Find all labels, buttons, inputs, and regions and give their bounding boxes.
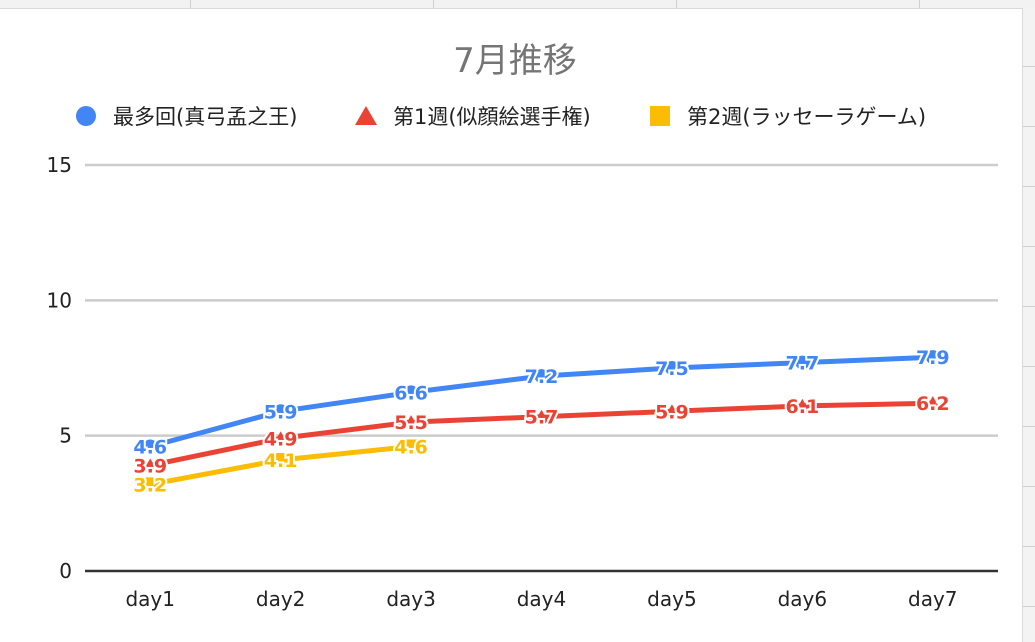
- data-label: 6.1: [786, 396, 820, 418]
- data-label: 4.9: [264, 428, 298, 450]
- x-tick-label: day7: [908, 587, 958, 611]
- legend-triangle-marker: [355, 106, 377, 125]
- legend-item: 第2週(ラッセーラゲーム): [650, 105, 926, 129]
- data-label: 6.6: [394, 382, 428, 404]
- y-tick-label: 0: [59, 559, 72, 583]
- y-tick-label: 5: [59, 424, 72, 448]
- data-point: [403, 415, 419, 429]
- data-label: 5.7: [525, 407, 559, 429]
- series-2: [143, 439, 419, 492]
- data-point: [534, 369, 549, 384]
- data-point: [143, 477, 158, 492]
- data-point: [925, 396, 941, 410]
- x-tick-label: day3: [386, 587, 436, 611]
- data-point: [664, 361, 679, 375]
- data-label: 5.9: [655, 401, 689, 423]
- data-point: [794, 398, 811, 413]
- legend-label: 最多回(真弓孟之王): [113, 105, 297, 129]
- data-label: 3.9: [133, 455, 167, 477]
- x-tick-label: day4: [517, 587, 567, 611]
- data-point: [404, 385, 419, 400]
- data-label: 3.2: [133, 474, 167, 496]
- legend-item: 最多回(真弓孟之王): [76, 105, 297, 129]
- data-point: [533, 409, 550, 424]
- x-tick-label: day5: [647, 587, 697, 611]
- gridlines: [85, 163, 998, 573]
- data-point: [272, 431, 289, 445]
- data-point: [142, 458, 158, 472]
- chart-title: 7月推移: [453, 41, 577, 81]
- chart-legend: 最多回(真弓孟之王) 第1週(似顔絵選手権) 第2週(ラッセーラゲーム): [76, 105, 926, 129]
- data-label: 7.2: [525, 366, 559, 388]
- series-1: [142, 396, 941, 472]
- data-label: 5.5: [394, 412, 428, 434]
- y-tick-label: 15: [47, 153, 72, 177]
- y-tick-label: 10: [47, 288, 72, 312]
- data-point: [273, 453, 288, 468]
- data-label: 4.1: [264, 450, 298, 472]
- spreadsheet-column-strip: [0, 0, 1035, 9]
- data-label: 5.9: [264, 401, 298, 423]
- x-tick-label: day1: [125, 587, 175, 611]
- data-point: [925, 350, 940, 365]
- data-labels: 4.6 5.9 6.6 7.2 7.5 7.7 7.9 3.9 4.9 5.5 5.7 5.9 6.1 6…: [131, 345, 951, 498]
- data-point: [795, 355, 810, 370]
- data-label: 6.2: [916, 393, 950, 415]
- data-label: 4.6: [394, 436, 428, 458]
- legend-circle-marker: [76, 106, 96, 126]
- legend-square-marker: [650, 106, 670, 126]
- x-tick-label: day6: [778, 587, 828, 611]
- data-point: [404, 439, 419, 454]
- x-axis: day1 day2 day3 day4 day5 day6 day7: [125, 587, 957, 611]
- legend-item: 第1週(似顔絵選手権): [355, 105, 591, 129]
- data-point: [143, 439, 158, 454]
- spreadsheet-row-strip: [1022, 8, 1035, 642]
- series-0: [143, 350, 940, 454]
- x-tick-label: day2: [256, 587, 306, 611]
- legend-label: 第1週(似顔絵選手権): [393, 105, 591, 129]
- data-point: [664, 404, 680, 418]
- data-label: 7.7: [786, 353, 820, 375]
- data-label: 7.9: [916, 347, 950, 369]
- data-point: [273, 404, 288, 419]
- y-axis: 0 5 10 15: [47, 153, 72, 583]
- data-label: 4.6: [133, 436, 167, 458]
- legend-label: 第2週(ラッセーラゲーム): [687, 105, 926, 129]
- data-label: 7.5: [655, 358, 689, 380]
- series-lines: [142, 350, 941, 492]
